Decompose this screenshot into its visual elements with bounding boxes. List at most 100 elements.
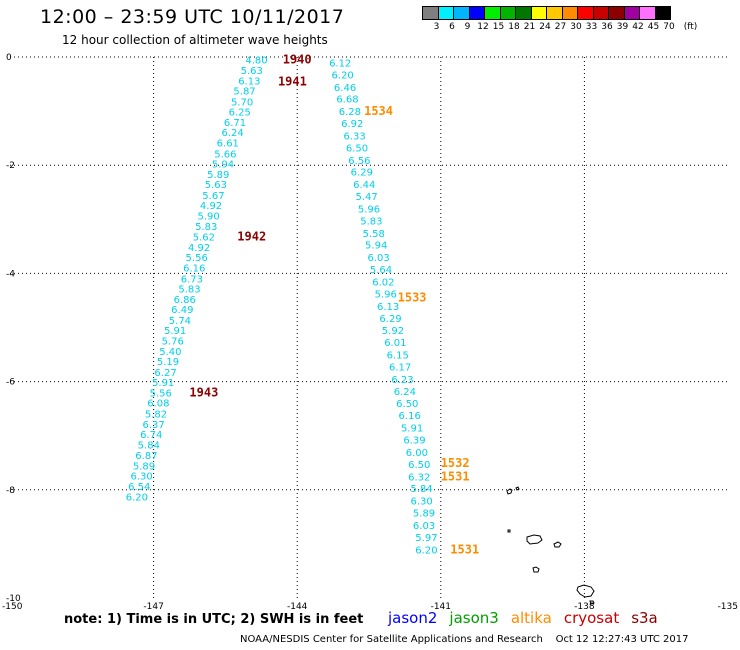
colorbar-label: 42 xyxy=(632,22,644,32)
chart-title: 12:00 – 23:59 UTC 10/11/2017 xyxy=(40,6,345,28)
wave-height-label: 5.83 xyxy=(178,285,200,296)
y-tick-label: -8 xyxy=(6,486,15,496)
wave-height-label: 5.90 xyxy=(198,212,220,223)
wave-height-label: 5.63 xyxy=(205,180,227,191)
pass-time-label: 1941 xyxy=(278,74,307,88)
wave-height-label: 5.87 xyxy=(233,87,255,98)
wave-height-label: 4.92 xyxy=(188,243,210,254)
wave-height-label: 6.24 xyxy=(221,128,243,139)
wave-height-label: 5.56 xyxy=(150,388,172,399)
altimeter-map-plot: 0 -2 -4 -6 -8 -10-150 -147 -144 -141 -138 -135 4.8… xyxy=(2,53,738,610)
wave-height-label: 6.92 xyxy=(341,119,363,130)
wave-height-label: 5.91 xyxy=(164,326,186,337)
x-tick-label: -147 xyxy=(143,602,163,610)
pass-time-label: 1533 xyxy=(398,291,427,305)
colorbar-legend: 3 6 9 12 15 18 21 24 27 30 33 36 39 42 45 70 (ft) xyxy=(422,6,697,34)
colorbar-label: 18 xyxy=(508,22,520,32)
colorbar-label: 33 xyxy=(585,22,598,32)
wave-height-label: 5.96 xyxy=(375,289,397,300)
wave-height-label: 6.16 xyxy=(399,411,421,422)
wave-height-label: 6.27 xyxy=(154,368,176,379)
colorbar-label: 27 xyxy=(554,22,567,32)
wave-height-label: 6.23 xyxy=(391,375,413,386)
wave-height-label: 5.67 xyxy=(202,191,224,202)
wave-height-label: 5.91 xyxy=(401,424,423,435)
colorbar-label: 30 xyxy=(570,22,582,32)
wave-height-label: 5.84 xyxy=(138,440,160,451)
legend-entry: altika xyxy=(510,609,552,627)
island-outline xyxy=(507,529,511,533)
y-tick-label: 0 xyxy=(6,53,12,63)
wave-height-label: 5.74 xyxy=(169,316,191,327)
wave-height-label: 6.39 xyxy=(403,435,425,446)
island-outline xyxy=(506,486,520,495)
wave-height-label: 6.03 xyxy=(413,521,435,532)
x-tick-label: -141 xyxy=(431,602,451,610)
wave-height-values: 4.805.636.135.875.706.256.716.246.615.66… xyxy=(126,56,438,557)
wave-height-label: 6.13 xyxy=(238,76,260,87)
wave-height-label: 5.19 xyxy=(157,357,179,368)
pass-time-label: 1534 xyxy=(364,104,393,118)
wave-height-label: 6.71 xyxy=(224,118,246,129)
pass-time-label: 1531 xyxy=(450,542,479,556)
x-tick-label: -144 xyxy=(287,602,308,610)
legend-entry: s3a xyxy=(631,609,658,627)
wave-height-label: 5.89 xyxy=(207,170,229,181)
x-tick-label: -138 xyxy=(574,602,595,610)
wave-height-label: 6.56 xyxy=(348,156,370,167)
island-outline xyxy=(532,566,540,573)
grid-lines xyxy=(10,56,728,598)
colorbar-label: 39 xyxy=(616,22,629,32)
y-tick-label: -10 xyxy=(6,594,21,604)
wave-height-label: 6.49 xyxy=(171,305,193,316)
wave-height-label: 6.86 xyxy=(174,295,196,306)
legend-entry: cryosat xyxy=(563,609,620,627)
wave-height-label: 6.01 xyxy=(384,338,406,349)
colorbar-label: 21 xyxy=(523,22,536,32)
wave-height-label: 5.64 xyxy=(370,265,392,276)
wave-height-label: 6.03 xyxy=(367,253,389,264)
wave-height-label: 5.70 xyxy=(231,97,253,108)
wave-height-label: 5.58 xyxy=(363,229,385,240)
pass-time-label: 1531 xyxy=(441,469,470,483)
wave-height-label: 6.17 xyxy=(389,362,411,373)
wave-height-label: 6.54 xyxy=(128,482,150,493)
wave-height-label: 5.82 xyxy=(145,410,167,421)
wave-height-label: 5.84 xyxy=(411,484,433,495)
island-outline xyxy=(526,534,543,545)
wave-height-label: 5.83 xyxy=(360,216,382,227)
wave-height-label: 6.08 xyxy=(147,399,169,410)
pass-time-label: 1940 xyxy=(283,53,312,67)
wave-height-label: 5.91 xyxy=(152,378,174,389)
wave-height-label: 5.56 xyxy=(186,253,208,264)
footnote: note: 1) Time is in UTC; 2) SWH is in fe… xyxy=(64,612,364,627)
wave-height-label: 5.96 xyxy=(358,204,380,215)
wave-height-label: 6.00 xyxy=(406,448,428,459)
wave-height-label: 5.76 xyxy=(162,336,184,347)
wave-height-label: 5.89 xyxy=(413,509,435,520)
wave-height-label: 6.61 xyxy=(217,138,239,149)
wave-height-label: 5.89 xyxy=(133,461,155,472)
legend-entry: jason2 xyxy=(388,609,438,627)
wave-height-label: 6.20 xyxy=(126,492,148,503)
colorbar-label: 24 xyxy=(539,22,551,32)
wave-height-label: 6.50 xyxy=(346,143,368,154)
wave-height-label: 6.74 xyxy=(140,430,162,441)
colorbar-label: 36 xyxy=(601,22,613,32)
colorbar-swatches xyxy=(422,6,671,20)
wave-height-label: 6.44 xyxy=(353,180,375,191)
wave-height-label: 6.28 xyxy=(339,107,361,118)
colorbar-label: (ft) xyxy=(683,22,698,32)
wave-height-label: 6.29 xyxy=(379,314,401,325)
wave-height-label: 6.25 xyxy=(229,108,251,119)
wave-height-label: 6.24 xyxy=(394,387,416,398)
island-outline xyxy=(576,584,595,605)
wave-height-label: 5.94 xyxy=(212,160,234,171)
wave-height-label: 6.30 xyxy=(131,472,153,483)
island-outline xyxy=(553,541,562,548)
wave-height-label: 5.47 xyxy=(355,192,377,203)
wave-height-label: 6.02 xyxy=(372,278,394,289)
wave-height-label: 6.50 xyxy=(408,460,430,471)
y-tick-label: -2 xyxy=(6,161,15,171)
chart-subtitle: 12 hour collection of altimeter wave hei… xyxy=(62,33,328,47)
